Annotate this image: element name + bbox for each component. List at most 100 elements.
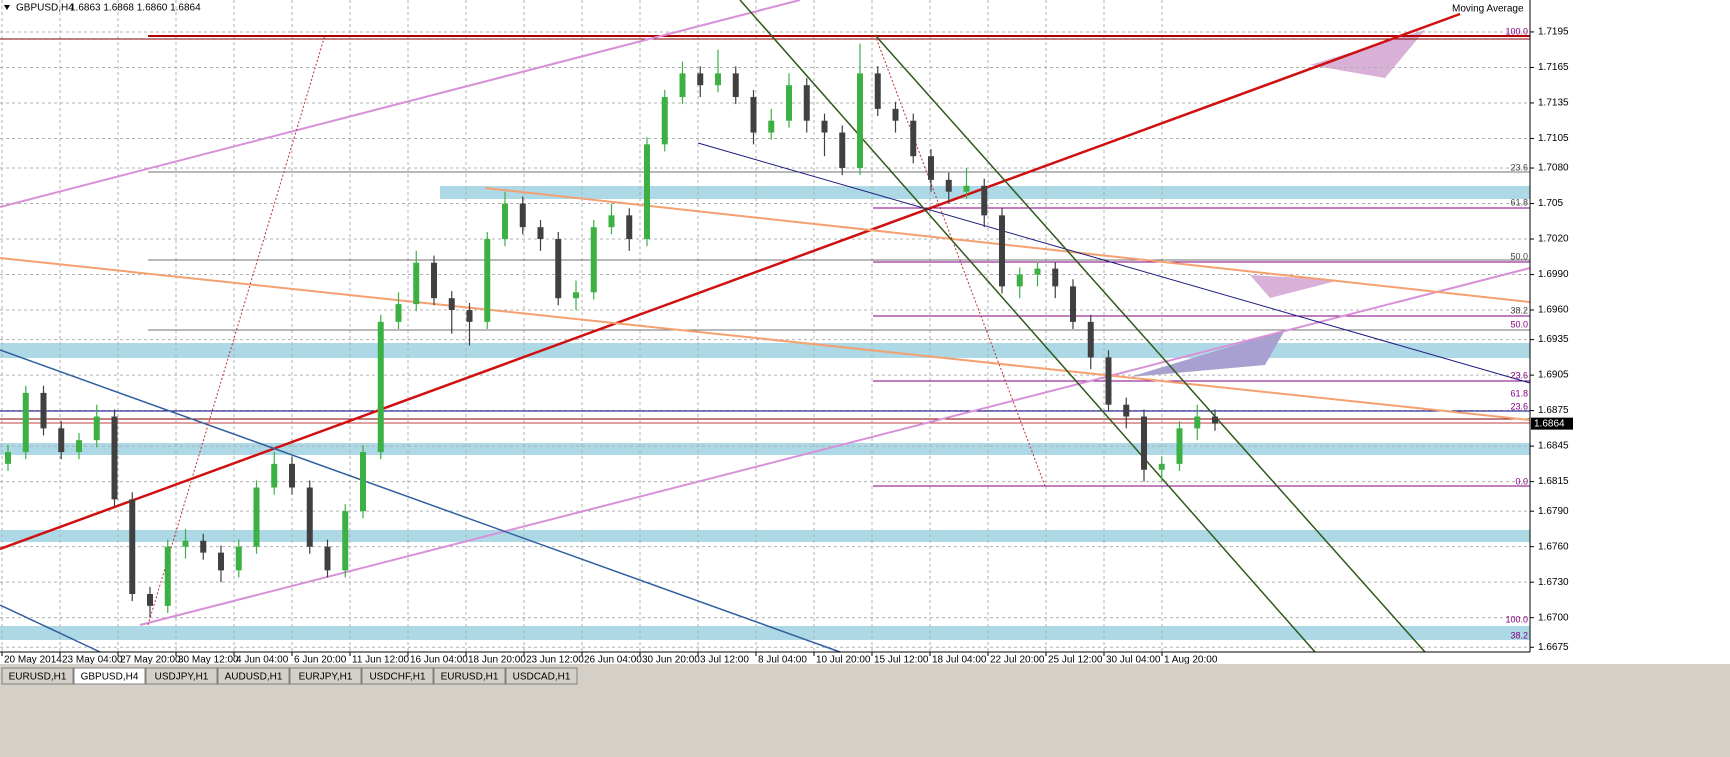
tab-label[interactable]: USDJPY,H1 [155,672,209,683]
y-tick-label: 1.705 [1538,198,1563,209]
x-tick-label: 30 Jun 20:00 [642,655,700,666]
candle-body [963,185,970,192]
y-tick-label: 1.6730 [1538,577,1569,588]
channel-line [739,0,1316,653]
quote: 1.6863 1.6868 1.6860 1.6864 [70,3,201,14]
y-tick-label: 1.7195 [1538,27,1569,38]
trend-line [484,187,1531,303]
x-tick-label: 23 Jun 12:00 [526,655,584,666]
candle-body [999,215,1005,287]
y-tick-label: 1.6960 [1538,305,1569,316]
tab-label[interactable]: GBPUSD,H4 [81,672,139,683]
x-tick-label: 27 May 20:00 [120,655,181,666]
candle-body [1016,274,1023,287]
candle-body [235,546,242,571]
x-tick-label: 20 May 2014 [4,655,62,666]
x-tick-label: 6 Jun 20:00 [294,655,347,666]
tab[interactable] [145,667,218,685]
candle-body [892,108,899,121]
candle-body [360,452,366,512]
candle-body [537,227,544,240]
candle-body [981,185,988,216]
x-tick-label: 11 Jun 12:00 [352,655,410,666]
candle-body [839,132,846,169]
candle-body [1176,428,1183,464]
candle-body [431,262,437,299]
tab-label[interactable]: USDCAD,H1 [513,672,571,683]
candle-body [679,73,686,98]
candle-body [608,215,615,228]
candle-body [182,540,189,547]
candle-body [573,292,579,299]
candle-body [928,156,934,180]
tab[interactable] [73,667,146,685]
fib-label: 23.6 [1510,370,1528,380]
tab[interactable] [433,667,506,685]
last-price-label: 1.6864 [1534,418,1565,429]
tab[interactable] [361,667,434,685]
y-tick-label: 1.6905 [1538,370,1569,381]
candle-body [768,120,775,133]
tab[interactable] [1,667,74,685]
tab[interactable] [217,667,290,685]
candle-body [1212,416,1218,424]
candle-body [519,203,526,228]
candle-body [732,73,739,98]
fib-label: 61.8 [1510,197,1528,207]
fib-label: 100.0 [1505,614,1528,624]
x-tick-label: 15 Jul 12:00 [874,655,929,666]
x-tick-label: 25 Jul 12:00 [1048,655,1103,666]
zone [0,443,1530,455]
trend-line [0,0,801,208]
candle-body [466,310,473,322]
candle-body [644,144,650,240]
x-tick-label: 18 Jun 20:00 [468,655,526,666]
candle-body [76,440,82,453]
last-price-box [1531,417,1573,430]
candle-body [40,392,47,429]
labels: GBPUSD,H4 1.6863 1.6868 1.6860 1.6864 Mo… [1,3,1573,666]
candle-body [661,97,668,145]
candle-body [129,499,136,595]
candle-body [1158,463,1165,470]
y-tick-label: 1.6790 [1538,506,1569,517]
trend-line [0,349,841,653]
tab-label[interactable]: USDCHF,H1 [369,672,426,683]
candle-body [750,97,757,133]
candle-body [1194,416,1201,429]
tab-label[interactable]: EURUSD,H1 [9,672,67,683]
fib-label: 38.2 [1510,630,1528,640]
y-tick-label: 1.6675 [1538,642,1569,653]
candle-body [22,392,29,453]
fib-label: 23.6 [1510,401,1528,411]
candle-body [484,239,491,322]
candle-body [58,428,65,453]
tab[interactable] [505,667,578,685]
tab[interactable] [289,667,362,685]
x-tick-label: 4 Jun 04:00 [236,655,289,666]
candle-body [1070,286,1076,322]
candle-body [448,298,455,311]
candle-body [1141,416,1147,470]
trend-line [0,12,1461,551]
candle-body [803,85,810,121]
tab-label[interactable]: EURUSD,H1 [441,672,499,683]
y-tick-label: 1.7020 [1538,234,1569,245]
trend-line [0,604,101,653]
candle-body [626,215,633,240]
y-tick-label: 1.6700 [1538,612,1569,623]
trend-line [697,142,1531,384]
dropdown[interactable] [4,5,10,10]
x-tick-label: 8 Jul 04:00 [758,655,807,666]
tab-label[interactable]: EURJPY,H1 [299,672,353,683]
candle-body [821,120,828,133]
shape [1310,30,1425,78]
candle-body [164,546,171,606]
tab-label[interactable]: AUDUSD,H1 [225,672,283,683]
candle-body [111,416,118,500]
candle-body [306,487,313,547]
candle-body [1123,404,1130,417]
fib-label: 61.8 [1510,388,1528,398]
fib-label: 50.0 [1510,251,1528,261]
